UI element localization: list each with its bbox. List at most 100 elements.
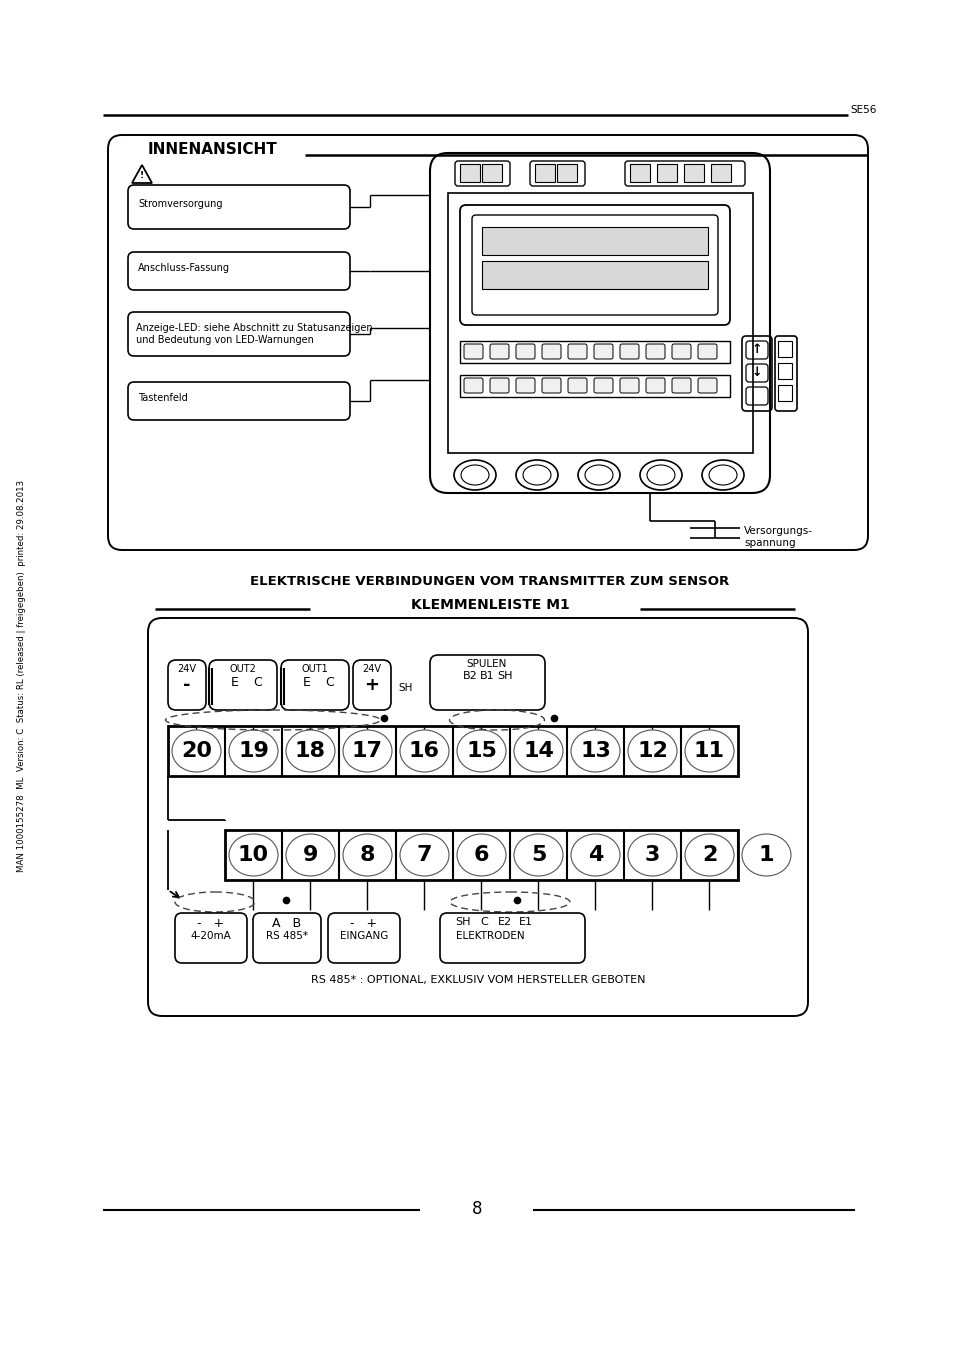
Text: und Bedeutung von LED-Warnungen: und Bedeutung von LED-Warnungen (136, 335, 314, 345)
Text: Stromversorgung: Stromversorgung (138, 199, 222, 210)
FancyBboxPatch shape (541, 343, 560, 360)
Text: Anzeige-LED: siehe Abschnitt zu Statusanzeigen: Anzeige-LED: siehe Abschnitt zu Statusan… (136, 323, 373, 333)
Bar (657, 164, 677, 183)
Text: E1: E1 (518, 917, 533, 927)
Text: OUT2: OUT2 (230, 664, 256, 675)
Text: -   +: - + (350, 917, 377, 930)
Bar (225, 830, 738, 880)
Bar (481, 261, 707, 289)
Bar (535, 164, 555, 183)
Text: MAN 1000155278  ML  Version: C  Status: RL (released | freigegeben)  printed: 29: MAN 1000155278 ML Version: C Status: RL … (17, 480, 27, 872)
Bar (629, 164, 649, 183)
Text: 11: 11 (693, 741, 724, 761)
Text: 13: 13 (579, 741, 610, 761)
FancyBboxPatch shape (430, 654, 544, 710)
Text: -: - (183, 676, 191, 694)
Text: 15: 15 (466, 741, 497, 761)
Text: OUT1: OUT1 (301, 664, 328, 675)
Text: ELEKTRISCHE VERBINDUNGEN VOM TRANSMITTER ZUM SENSOR: ELEKTRISCHE VERBINDUNGEN VOM TRANSMITTER… (250, 575, 729, 588)
FancyBboxPatch shape (439, 913, 584, 963)
Text: 7: 7 (416, 845, 432, 865)
FancyBboxPatch shape (253, 913, 320, 963)
Text: B1: B1 (479, 671, 494, 681)
FancyBboxPatch shape (516, 379, 535, 393)
Text: 5: 5 (530, 845, 546, 865)
FancyBboxPatch shape (698, 343, 717, 360)
FancyBboxPatch shape (698, 379, 717, 393)
FancyBboxPatch shape (619, 379, 639, 393)
FancyBboxPatch shape (594, 343, 613, 360)
Text: 20: 20 (181, 741, 212, 761)
Text: 14: 14 (522, 741, 554, 761)
Text: 4: 4 (587, 845, 602, 865)
Text: B2: B2 (462, 671, 476, 681)
Text: SE56: SE56 (849, 105, 876, 115)
Text: Tastenfeld: Tastenfeld (138, 393, 188, 403)
FancyBboxPatch shape (490, 379, 509, 393)
Text: 19: 19 (238, 741, 269, 761)
Bar (481, 227, 707, 256)
FancyBboxPatch shape (353, 660, 391, 710)
Text: 24V: 24V (362, 664, 381, 675)
Text: 16: 16 (409, 741, 439, 761)
Text: spannung: spannung (743, 538, 795, 548)
Text: E: E (231, 676, 238, 690)
FancyBboxPatch shape (463, 343, 482, 360)
Text: SH: SH (398, 683, 413, 694)
Bar (459, 164, 479, 183)
FancyBboxPatch shape (594, 379, 613, 393)
Text: 8: 8 (359, 845, 375, 865)
Text: 24V: 24V (177, 664, 196, 675)
Bar (481, 164, 501, 183)
Text: 2: 2 (701, 845, 717, 865)
Text: 6: 6 (474, 845, 489, 865)
Text: ↑: ↑ (751, 343, 761, 356)
Text: Anschluss-Fassung: Anschluss-Fassung (138, 264, 230, 273)
Text: !: ! (140, 170, 144, 180)
FancyBboxPatch shape (168, 660, 206, 710)
Text: SH: SH (497, 671, 512, 681)
Text: RS 485*: RS 485* (266, 932, 308, 941)
Text: RS 485* : OPTIONAL, EXKLUSIV VOM HERSTELLER GEBOTEN: RS 485* : OPTIONAL, EXKLUSIV VOM HERSTEL… (311, 975, 644, 986)
Bar (778, 341, 791, 357)
Bar (459, 341, 729, 362)
Text: A   B: A B (273, 917, 301, 930)
FancyBboxPatch shape (671, 343, 690, 360)
Text: 18: 18 (294, 741, 326, 761)
FancyBboxPatch shape (516, 343, 535, 360)
FancyBboxPatch shape (490, 343, 509, 360)
Text: SH: SH (455, 917, 470, 927)
Bar (683, 164, 703, 183)
Text: ELEKTRODEN: ELEKTRODEN (456, 932, 524, 941)
FancyBboxPatch shape (645, 379, 664, 393)
Text: 12: 12 (637, 741, 667, 761)
FancyBboxPatch shape (209, 660, 276, 710)
FancyBboxPatch shape (463, 379, 482, 393)
Bar (459, 375, 729, 397)
Text: 1: 1 (758, 845, 774, 865)
Bar (778, 385, 791, 402)
Text: Versorgungs-: Versorgungs- (743, 526, 812, 535)
Text: C: C (325, 676, 334, 690)
Text: 4-20mA: 4-20mA (191, 932, 232, 941)
FancyBboxPatch shape (281, 660, 349, 710)
Text: E: E (303, 676, 311, 690)
Text: 3: 3 (644, 845, 659, 865)
FancyBboxPatch shape (671, 379, 690, 393)
Text: E2: E2 (497, 917, 512, 927)
Text: 9: 9 (302, 845, 318, 865)
Text: +: + (364, 676, 379, 694)
Bar (778, 362, 791, 379)
Text: C: C (479, 917, 487, 927)
Text: ↓: ↓ (751, 366, 761, 379)
Bar (448, 193, 752, 453)
Bar (710, 164, 730, 183)
Text: SPULEN: SPULEN (466, 658, 507, 669)
Text: C: C (253, 676, 262, 690)
FancyBboxPatch shape (645, 343, 664, 360)
Text: KLEMMENLEISTE M1: KLEMMENLEISTE M1 (410, 598, 569, 612)
Bar (557, 164, 577, 183)
FancyBboxPatch shape (619, 343, 639, 360)
Text: INNENANSICHT: INNENANSICHT (148, 142, 277, 157)
FancyBboxPatch shape (567, 343, 586, 360)
